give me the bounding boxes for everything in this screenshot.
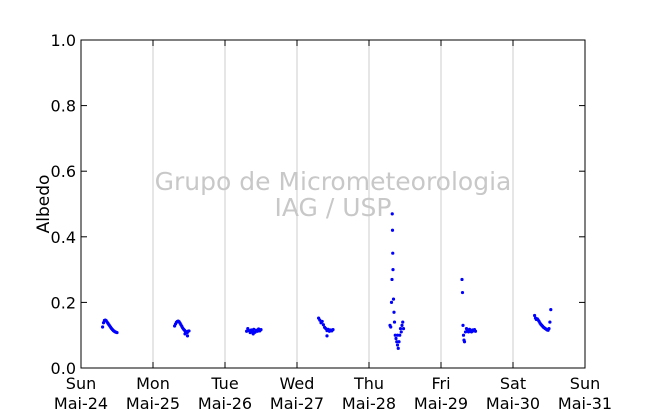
data-point — [391, 297, 396, 301]
y-tick-label: 0.0 — [51, 359, 76, 378]
data-point — [320, 319, 324, 324]
data-point — [331, 328, 335, 332]
y-tick-label: 1.0 — [51, 31, 76, 50]
data-point — [393, 333, 397, 337]
data-point — [325, 334, 329, 338]
plot-background — [81, 40, 585, 368]
data-point — [390, 228, 395, 232]
x-tick-day-label: Mon — [136, 374, 170, 393]
data-point — [460, 277, 464, 282]
data-point — [460, 290, 465, 295]
watermark-line-1: Grupo de Micrometeorologia — [155, 167, 512, 196]
data-point — [398, 333, 402, 337]
data-point — [251, 332, 255, 336]
data-point — [547, 327, 551, 331]
data-point — [394, 336, 398, 341]
x-tick-date-label: Mai-28 — [342, 394, 396, 409]
data-point — [390, 212, 394, 216]
y-tick-label: 0.8 — [51, 97, 76, 116]
data-point — [183, 332, 187, 336]
data-point — [187, 329, 191, 333]
data-point — [321, 323, 325, 327]
x-tick-date-label: Mai-27 — [270, 394, 324, 409]
x-axis: SunMai-24MonMai-25TueMai-26WedMai-27ThuM… — [54, 40, 612, 409]
data-point — [391, 268, 395, 272]
x-tick-day-label: Sun — [66, 374, 96, 393]
data-point — [401, 320, 405, 324]
x-tick-date-label: Mai-31 — [558, 394, 612, 409]
y-tick-label: 0.2 — [51, 293, 76, 312]
watermark: Grupo de Micrometeorologia IAG / USP — [155, 167, 512, 222]
watermark-line-2: IAG / USP — [275, 193, 392, 222]
data-point — [473, 329, 478, 333]
data-points — [101, 212, 553, 350]
data-point — [398, 327, 403, 331]
data-point — [185, 334, 190, 338]
x-tick-day-label: Wed — [280, 374, 315, 393]
x-tick-day-label: Sat — [500, 374, 526, 393]
x-tick-day-label: Fri — [431, 374, 450, 393]
y-tick-label: 0.4 — [51, 228, 76, 247]
data-point — [391, 251, 395, 255]
data-point — [548, 320, 552, 324]
data-point — [461, 333, 466, 337]
data-point — [395, 343, 400, 347]
vertical-gridlines — [152, 40, 514, 368]
data-point — [533, 313, 537, 318]
data-point — [390, 277, 394, 282]
data-point — [395, 340, 399, 344]
y-tick-label: 0.6 — [51, 162, 76, 181]
y-axis-title: Albedo — [34, 175, 54, 234]
data-point — [248, 330, 252, 335]
data-point — [401, 327, 406, 331]
data-point — [461, 323, 465, 327]
x-tick-date-label: Mai-24 — [54, 394, 108, 409]
data-point — [318, 318, 322, 322]
data-point — [392, 310, 396, 314]
x-tick-day-label: Sun — [570, 374, 600, 393]
data-point — [245, 329, 249, 333]
y-axis: 0.0 0.2 0.4 0.6 0.8 1.0 — [51, 31, 585, 378]
data-point — [462, 340, 467, 344]
data-point — [252, 327, 256, 331]
x-tick-date-label: Mai-26 — [198, 394, 252, 409]
x-tick-date-label: Mai-29 — [414, 394, 468, 409]
data-point — [115, 330, 119, 335]
x-tick-date-label: Mai-25 — [126, 394, 180, 409]
data-point — [101, 325, 105, 329]
data-point — [396, 346, 400, 350]
x-tick-day-label: Tue — [210, 374, 238, 393]
data-point — [259, 328, 263, 332]
data-point — [400, 323, 404, 327]
x-tick-day-label: Thu — [353, 374, 384, 393]
plot-frame — [80, 39, 586, 369]
data-point — [395, 333, 400, 337]
data-point — [389, 325, 393, 329]
data-point — [549, 308, 553, 312]
x-tick-date-label: Mai-30 — [486, 394, 540, 409]
data-point — [389, 300, 394, 304]
data-point — [397, 340, 401, 344]
data-point — [399, 330, 403, 334]
data-point — [392, 320, 397, 324]
